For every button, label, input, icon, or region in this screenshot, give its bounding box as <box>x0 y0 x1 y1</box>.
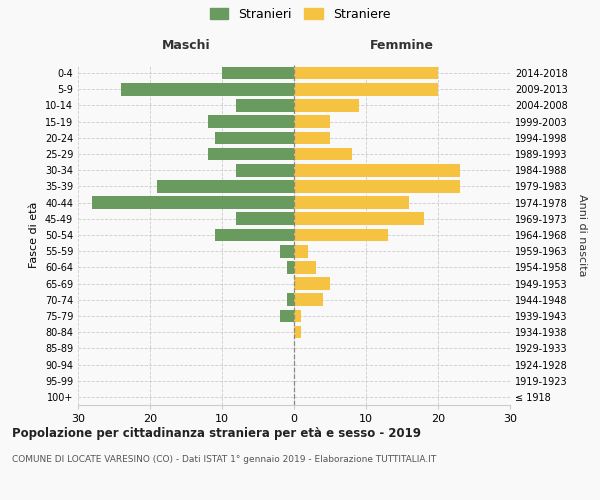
Bar <box>287 294 294 306</box>
Bar <box>294 245 308 258</box>
Bar <box>294 99 359 112</box>
Legend: Stranieri, Straniere: Stranieri, Straniere <box>205 2 395 26</box>
Bar <box>236 99 294 112</box>
Bar <box>92 196 294 209</box>
Bar <box>294 148 352 160</box>
Y-axis label: Anni di nascita: Anni di nascita <box>577 194 587 276</box>
Text: COMUNE DI LOCATE VARESINO (CO) - Dati ISTAT 1° gennaio 2019 - Elaborazione TUTTI: COMUNE DI LOCATE VARESINO (CO) - Dati IS… <box>12 455 436 464</box>
Y-axis label: Fasce di età: Fasce di età <box>29 202 39 268</box>
Bar <box>294 212 424 225</box>
Bar <box>294 116 330 128</box>
Bar <box>294 294 323 306</box>
Text: Popolazione per cittadinanza straniera per età e sesso - 2019: Popolazione per cittadinanza straniera p… <box>12 428 421 440</box>
Bar <box>280 245 294 258</box>
Bar <box>294 164 460 176</box>
Bar <box>294 326 301 338</box>
Bar <box>208 148 294 160</box>
Bar <box>294 278 330 290</box>
Text: Femmine: Femmine <box>370 40 434 52</box>
Bar <box>208 116 294 128</box>
Bar <box>280 310 294 322</box>
Bar <box>215 228 294 241</box>
Text: Maschi: Maschi <box>161 40 211 52</box>
Bar <box>294 310 301 322</box>
Bar <box>294 196 409 209</box>
Bar <box>294 261 316 274</box>
Bar <box>294 132 330 144</box>
Bar <box>294 228 388 241</box>
Bar <box>294 180 460 192</box>
Bar <box>157 180 294 192</box>
Bar <box>121 83 294 96</box>
Bar <box>294 83 438 96</box>
Bar <box>222 67 294 80</box>
Bar <box>236 164 294 176</box>
Bar <box>215 132 294 144</box>
Bar <box>236 212 294 225</box>
Bar <box>287 261 294 274</box>
Bar <box>294 67 438 80</box>
